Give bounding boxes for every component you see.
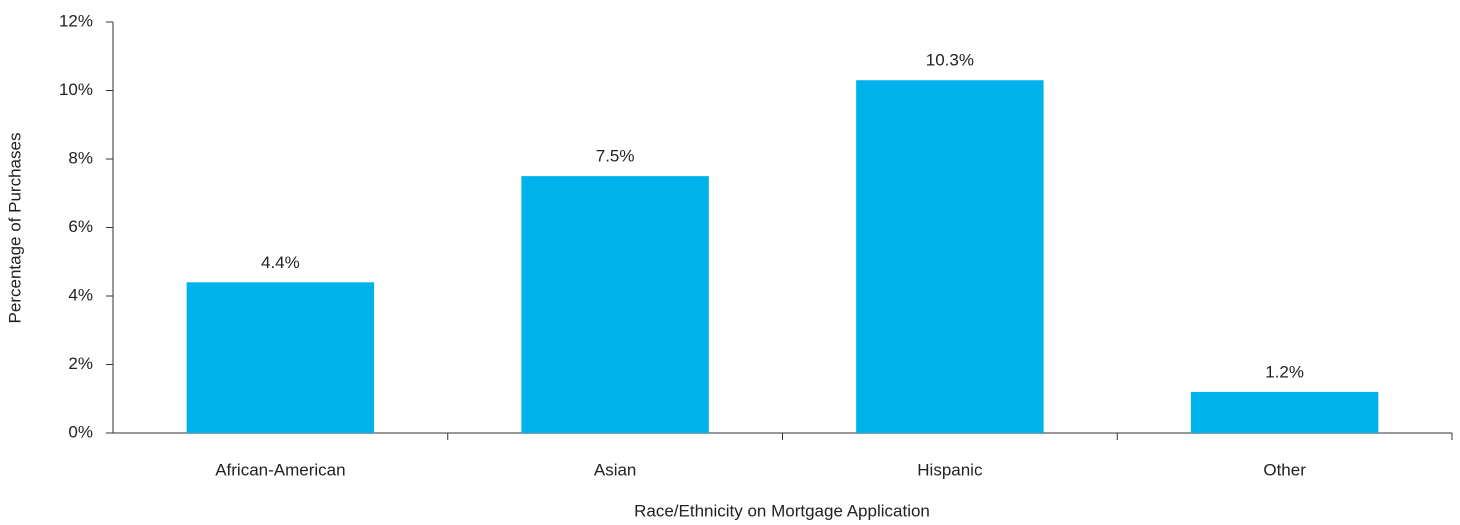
bar [186, 282, 375, 433]
x-tick-label: African-American [215, 460, 345, 479]
data-label: 7.5% [596, 147, 635, 166]
x-tick-label: Hispanic [917, 460, 983, 479]
y-axis-label: Percentage of Purchases [5, 133, 24, 324]
x-tick-label: Asian [594, 460, 637, 479]
data-label: 4.4% [261, 253, 300, 272]
x-axis-label: Race/Ethnicity on Mortgage Application [634, 501, 930, 520]
y-tick-label: 12% [59, 11, 93, 30]
y-tick-label: 4% [68, 285, 93, 304]
x-tick-label: Other [1263, 460, 1306, 479]
y-tick-label: 8% [68, 148, 93, 167]
data-label: 10.3% [926, 51, 974, 70]
bar [856, 80, 1044, 433]
bar [521, 176, 709, 433]
data-label: 1.2% [1265, 362, 1304, 381]
bar [1190, 391, 1379, 433]
y-tick-label: 0% [68, 422, 93, 441]
y-tick-label: 10% [59, 80, 93, 99]
y-tick-label: 6% [68, 217, 93, 236]
y-tick-label: 2% [68, 354, 93, 373]
